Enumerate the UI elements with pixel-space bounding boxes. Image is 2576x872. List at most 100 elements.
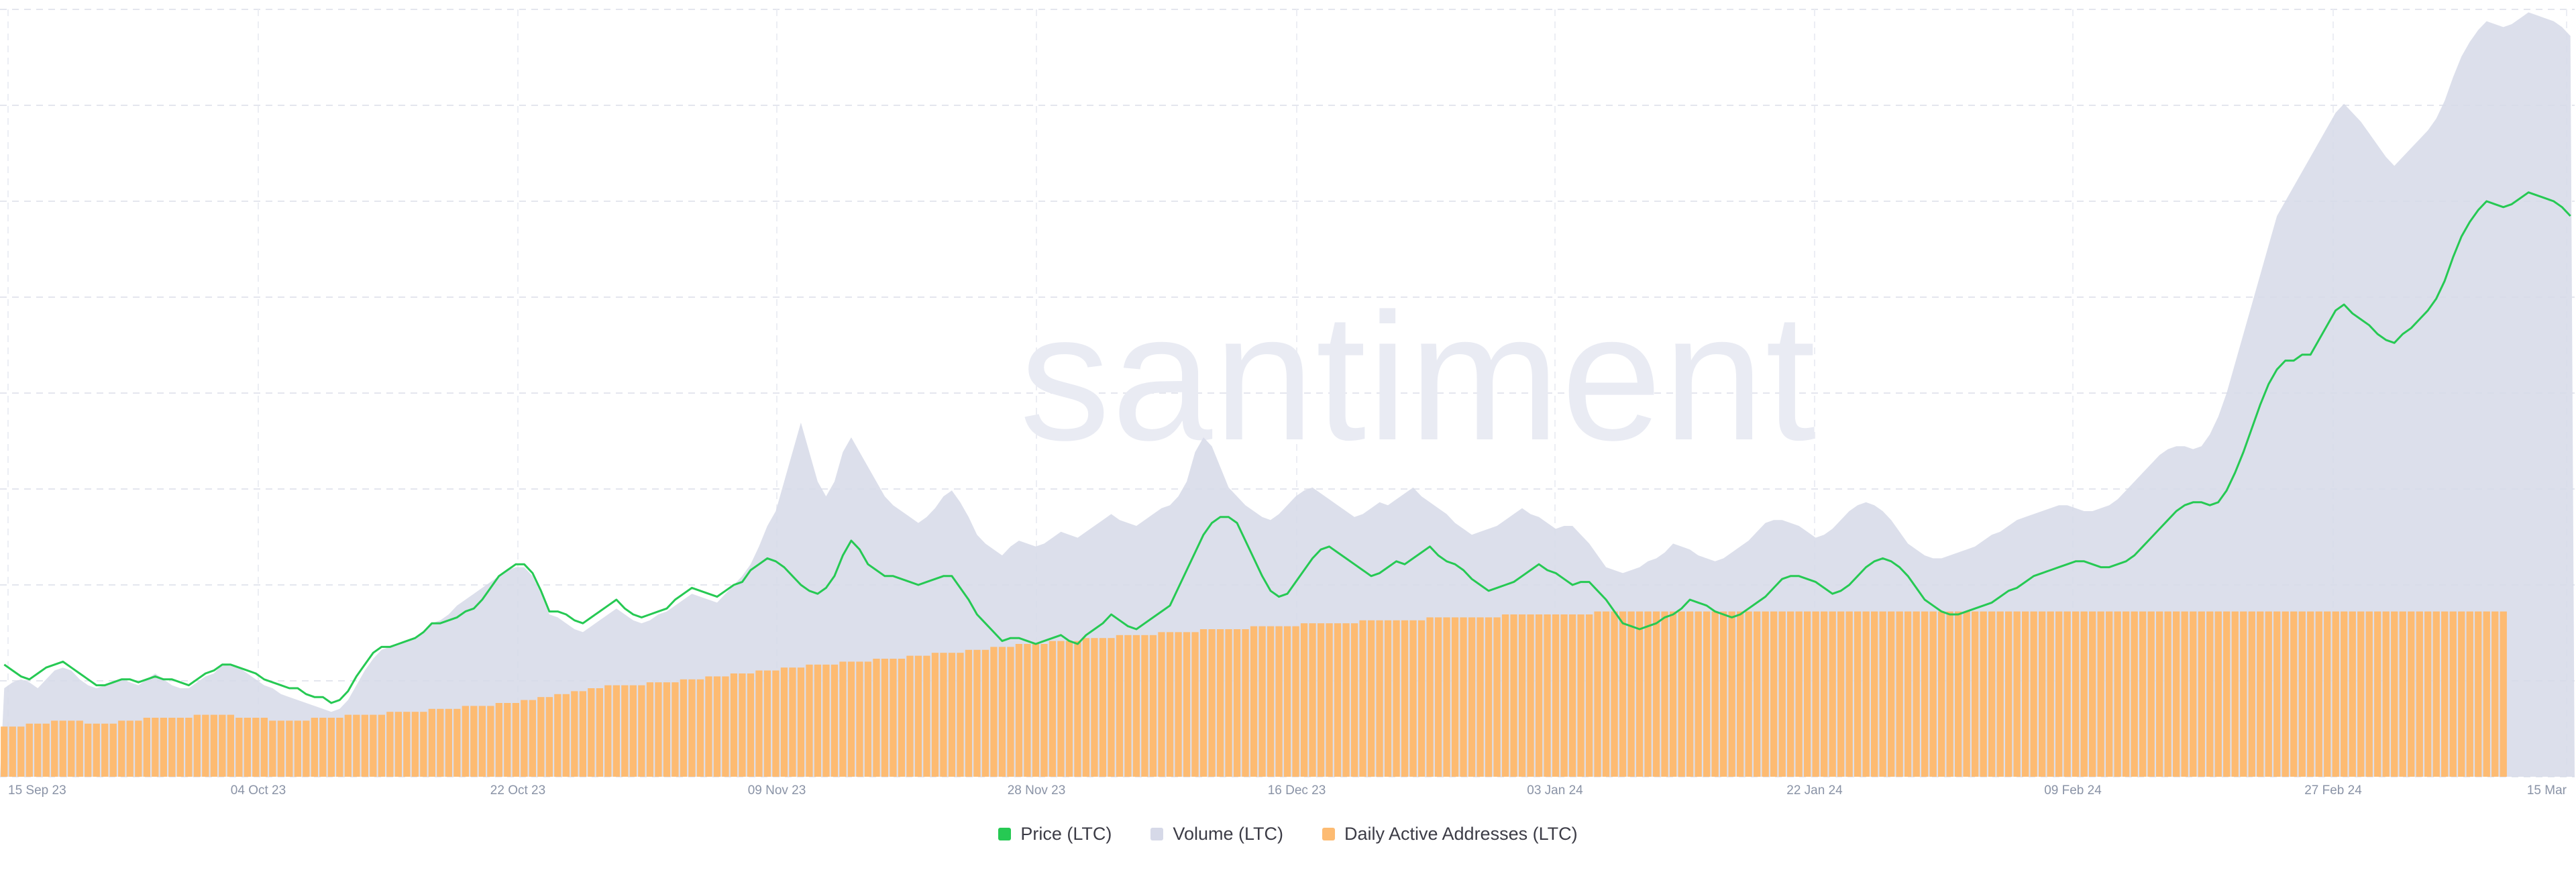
daa-bar	[1367, 620, 1375, 777]
daa-bar	[370, 714, 377, 777]
daa-bar	[1233, 629, 1241, 777]
daa-bar	[1845, 611, 1853, 777]
x-tick-label: 03 Jan 24	[1527, 783, 1583, 798]
daa-bar	[1258, 626, 1266, 777]
daa-bar	[571, 691, 578, 777]
daa-bar	[1770, 611, 1778, 777]
daa-bar	[403, 712, 411, 777]
daa-bar	[1501, 614, 1509, 777]
daa-bar	[1049, 641, 1057, 777]
daa-bar	[957, 653, 964, 777]
daa-bar	[512, 703, 519, 777]
daa-bar	[411, 712, 419, 777]
daa-bar	[1518, 614, 1526, 777]
daa-bar	[2424, 611, 2432, 777]
daa-bar	[629, 685, 637, 777]
daa-bar	[1611, 611, 1618, 777]
daa-bar	[2223, 611, 2231, 777]
daa-bar	[1124, 635, 1132, 777]
daa-bar	[1451, 617, 1459, 777]
daa-bar	[856, 661, 863, 777]
daa-bar	[1720, 611, 1727, 777]
daa-bar	[1393, 620, 1400, 777]
daa-series	[1, 611, 2507, 777]
legend-item-volume[interactable]: Volume (LTC)	[1150, 824, 1283, 844]
legend-item-price[interactable]: Price (LTC)	[998, 824, 1112, 844]
daa-bar	[2030, 611, 2037, 777]
legend-label-price: Price (LTC)	[1020, 824, 1112, 844]
daa-bar	[344, 714, 352, 777]
daa-bar	[336, 718, 343, 777]
daa-bar	[1921, 611, 1929, 777]
daa-bar	[1434, 617, 1442, 777]
daa-bar	[2341, 611, 2348, 777]
daa-bar	[101, 723, 109, 777]
daa-bar	[2181, 611, 2188, 777]
daa-bar	[2416, 611, 2423, 777]
daa-bar	[2491, 611, 2499, 777]
daa-bar	[1149, 635, 1157, 777]
legend-swatch-daa	[1322, 828, 1335, 840]
legend-item-daa[interactable]: Daily Active Addresses (LTC)	[1322, 824, 1578, 844]
daa-bar	[2349, 611, 2356, 777]
daa-bar	[755, 670, 763, 777]
daa-bar	[2500, 611, 2507, 777]
daa-bar	[830, 664, 839, 777]
daa-bar	[554, 694, 561, 777]
daa-bar	[1896, 611, 1903, 777]
daa-bar	[739, 673, 746, 777]
daa-bar	[2089, 611, 2096, 777]
daa-bar	[1652, 611, 1660, 777]
daa-bar	[663, 682, 671, 777]
daa-bar	[68, 720, 75, 777]
daa-bar	[1904, 611, 1912, 777]
daa-bar	[1544, 614, 1551, 777]
daa-bar	[118, 720, 125, 777]
daa-bar	[1635, 611, 1644, 777]
daa-bar	[1929, 611, 1937, 777]
daa-bar	[1065, 641, 1073, 777]
daa-bar	[462, 706, 469, 777]
daa-bar	[361, 714, 368, 777]
daa-bar	[1242, 629, 1249, 777]
daa-bar	[1862, 611, 1870, 777]
daa-bar	[193, 714, 201, 777]
daa-bar	[1082, 638, 1090, 777]
daa-bar	[2206, 611, 2214, 777]
daa-bar	[2022, 611, 2029, 777]
daa-bar	[1510, 614, 1517, 777]
daa-bar	[2298, 611, 2306, 777]
daa-bar	[797, 667, 805, 777]
daa-bar	[176, 718, 184, 777]
daa-bar	[34, 723, 42, 777]
daa-bar	[126, 720, 133, 777]
daa-bar	[890, 659, 897, 777]
daa-bar	[588, 688, 595, 777]
daa-bar	[1686, 611, 1694, 777]
daa-bar	[579, 691, 586, 777]
daa-bar	[2365, 611, 2373, 777]
daa-bar	[1535, 614, 1543, 777]
daa-bar	[1644, 611, 1652, 777]
daa-bar	[688, 679, 696, 777]
daa-bar	[2164, 611, 2171, 777]
daa-bar	[2131, 611, 2138, 777]
daa-bar	[2080, 611, 2088, 777]
daa-bar	[646, 682, 654, 777]
daa-bar	[386, 712, 394, 777]
daa-bar	[1661, 611, 1668, 777]
daa-bar	[680, 679, 688, 777]
daa-bar	[2466, 611, 2473, 777]
daa-bar	[2475, 611, 2482, 777]
daa-bar	[1837, 611, 1845, 777]
daa-bar	[168, 718, 176, 777]
daa-bar	[327, 718, 335, 777]
daa-bar	[1745, 611, 1752, 777]
x-tick-label: 22 Oct 23	[490, 783, 545, 798]
daa-bar	[17, 726, 25, 777]
daa-bar	[2190, 611, 2197, 777]
price-series	[3, 191, 2571, 704]
daa-bar	[420, 712, 427, 777]
x-tick-label: 15 Mar	[2527, 783, 2567, 798]
daa-bar	[2156, 611, 2163, 777]
